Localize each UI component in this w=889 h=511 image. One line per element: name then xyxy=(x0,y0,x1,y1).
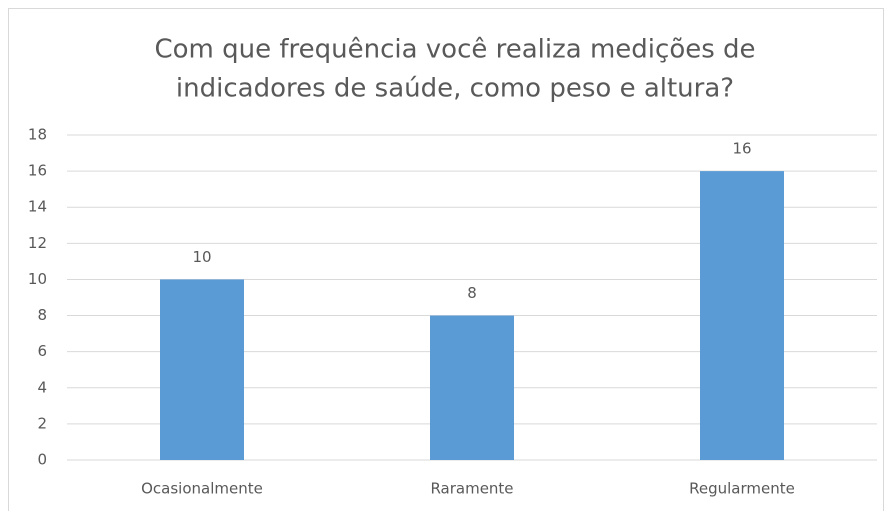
y-tick-label: 10 xyxy=(28,270,47,288)
x-tick-label: Regularmente xyxy=(689,480,795,498)
y-tick-label: 14 xyxy=(28,198,47,216)
x-tick-label: Ocasionalmente xyxy=(141,480,263,498)
data-label: 16 xyxy=(732,140,751,158)
y-tick-label: 4 xyxy=(37,378,47,396)
y-tick-label: 6 xyxy=(37,342,47,360)
y-tick-label: 12 xyxy=(28,234,47,252)
chart-title: indicadores de saúde, como peso e altura… xyxy=(176,74,734,104)
y-tick-label: 16 xyxy=(28,162,47,180)
bar xyxy=(700,171,784,460)
bar xyxy=(430,315,514,460)
y-tick-label: 2 xyxy=(37,414,47,432)
x-tick-label: Raramente xyxy=(430,480,513,498)
y-tick-label: 8 xyxy=(37,306,47,324)
data-label: 8 xyxy=(467,284,477,302)
y-tick-label: 18 xyxy=(28,126,47,144)
chart-title: Com que frequência você realiza medições… xyxy=(154,35,755,65)
y-tick-label: 0 xyxy=(37,451,47,469)
bar xyxy=(160,279,244,460)
data-label: 10 xyxy=(192,248,211,266)
